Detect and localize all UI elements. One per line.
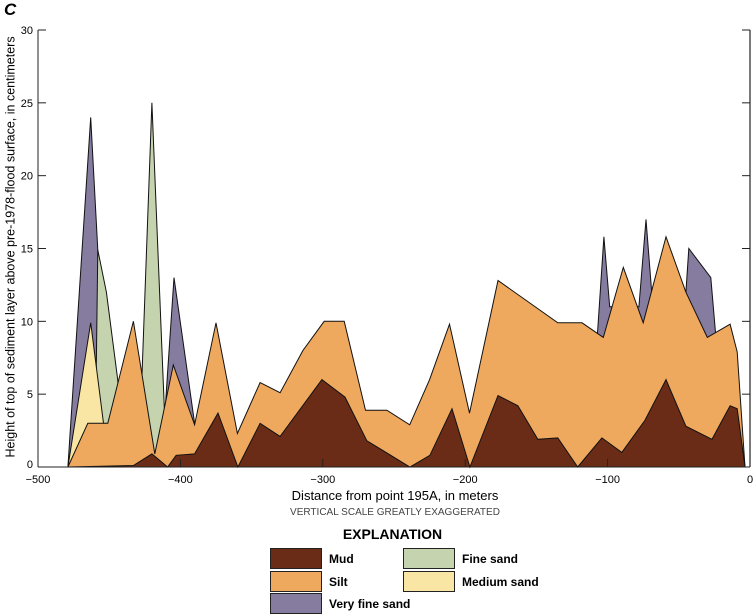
y-tick-label: 15 bbox=[21, 244, 33, 256]
x-axis-label: Distance from point 195A, in meters bbox=[291, 488, 499, 503]
legend-swatch bbox=[270, 548, 322, 569]
scale-note: VERTICAL SCALE GREATLY EXAGGERATED bbox=[290, 507, 500, 518]
y-tick-label: 5 bbox=[27, 389, 33, 401]
legend-label: Very fine sand bbox=[329, 596, 411, 611]
legend-label: Medium sand bbox=[462, 574, 539, 589]
y-tick-label: 10 bbox=[21, 316, 33, 328]
legend-label: Fine sand bbox=[462, 551, 519, 566]
y-tick-label: 25 bbox=[21, 98, 33, 110]
legend-swatch bbox=[403, 571, 455, 592]
x-tick-label: −300 bbox=[310, 474, 335, 486]
legend-label: Silt bbox=[329, 574, 348, 589]
x-tick-label: −500 bbox=[26, 474, 51, 486]
legend-title: EXPLANATION bbox=[342, 526, 443, 542]
area-mud bbox=[38, 378, 746, 469]
legend-item-medium-sand: Medium sand bbox=[403, 571, 539, 592]
x-tick-label: −100 bbox=[595, 474, 620, 486]
x-tick-label: 0 bbox=[747, 474, 753, 486]
plot-area: 0 5 10 15 20 25 30 −500 −400 −300 −200 −100 0 bbox=[21, 25, 753, 486]
y-tick-label: 30 bbox=[21, 25, 33, 37]
legend-swatch bbox=[403, 548, 455, 569]
y-tick-label: 20 bbox=[21, 171, 33, 183]
x-tick-label: −400 bbox=[168, 474, 193, 486]
legend-swatch bbox=[270, 571, 322, 592]
x-tick-label: −200 bbox=[453, 474, 478, 486]
legend-item-very-fine-sand: Very fine sand bbox=[270, 593, 410, 614]
legend-item-mud: Mud bbox=[270, 548, 354, 569]
legend-item-fine-sand: Fine sand bbox=[403, 548, 518, 569]
legend-item-silt: Silt bbox=[270, 571, 348, 592]
legend-label: Mud bbox=[329, 551, 354, 566]
panel-label: C bbox=[4, 0, 17, 19]
area-silt bbox=[67, 235, 746, 468]
y-tick-label: 0 bbox=[27, 459, 33, 471]
